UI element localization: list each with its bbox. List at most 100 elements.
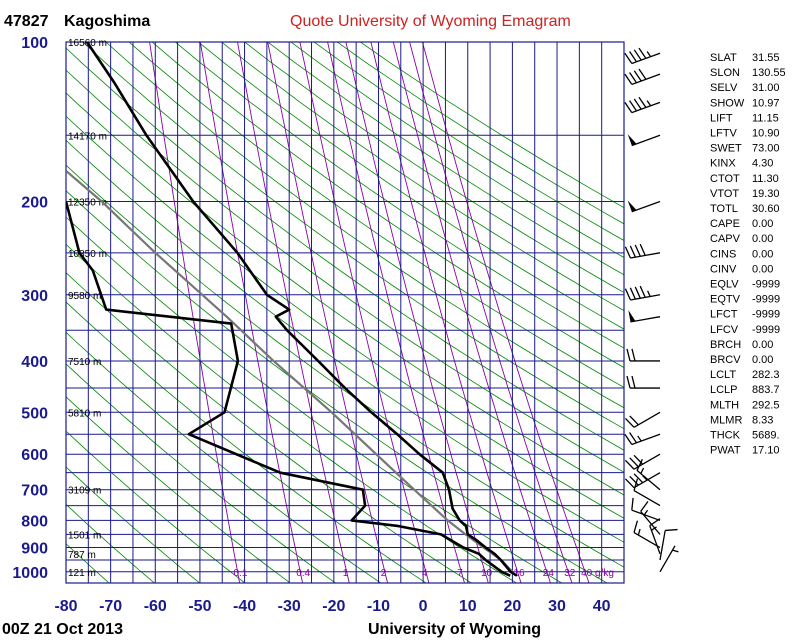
wind-barb	[633, 478, 661, 507]
height-label: 3109 m	[68, 486, 101, 497]
pressure-tick-label: 100	[21, 35, 48, 52]
height-label: 7510 m	[68, 357, 101, 368]
wind-barb-full	[629, 432, 638, 444]
index-value: 30.60	[752, 203, 780, 215]
dry-adiabat-line	[66, 331, 381, 583]
index-name: THCK	[710, 430, 741, 442]
index-value: 31.00	[752, 82, 780, 94]
index-name: LCLP	[710, 384, 738, 396]
wind-barb	[624, 47, 661, 65]
index-value: 8.33	[752, 414, 773, 426]
wind-barb	[624, 411, 661, 428]
wind-barb	[624, 285, 661, 301]
temperature-tick-label: 20	[504, 598, 522, 615]
height-label: 121 m	[68, 568, 96, 579]
index-name: CINV	[710, 263, 737, 275]
index-value: 17.10	[752, 445, 780, 457]
wind-barb-full	[633, 473, 644, 484]
wind-barb-full	[639, 285, 646, 298]
wind-barb	[631, 497, 661, 522]
wind-barb-full	[624, 478, 635, 489]
wind-barb-half	[672, 549, 679, 553]
temperature-tick-label: 10	[459, 598, 477, 615]
wind-barb-full	[631, 348, 636, 362]
index-value: -9999	[752, 309, 780, 321]
wind-barb-staff	[659, 530, 666, 561]
index-name: VTOT	[710, 188, 739, 200]
wind-barb-full	[633, 98, 642, 110]
height-label: 10850 m	[68, 249, 107, 260]
wind-barb	[624, 453, 661, 470]
index-value: 0.00	[752, 233, 773, 245]
mixing-ratio-label: 16	[514, 568, 526, 579]
index-value: 11.30	[752, 173, 779, 185]
wind-barb	[659, 528, 678, 561]
observation-time: 00Z 21 Oct 2013	[2, 621, 123, 638]
index-value: -9999	[752, 279, 780, 291]
mixing-ratio-label: 1	[343, 568, 349, 579]
pressure-tick-label: 1000	[12, 565, 48, 582]
pressure-tick-label: 700	[21, 483, 48, 500]
mixing-ratio-label: 0.4	[296, 568, 310, 579]
wind-barb-full	[624, 73, 633, 85]
index-value: 130.55	[752, 67, 786, 79]
index-value: 10.90	[752, 128, 780, 140]
dry-adiabat-line	[66, 69, 624, 473]
wind-barb-full	[638, 47, 647, 59]
wind-barb-pennant	[628, 310, 636, 322]
height-label: 787 m	[68, 550, 96, 561]
wind-barb-full	[629, 415, 639, 426]
dry-adiabat-line	[66, 466, 200, 583]
wind-barb-full	[638, 96, 647, 108]
index-name: PWAT	[710, 445, 741, 457]
pressure-tick-label: 600	[21, 447, 48, 464]
plot-frame	[65, 41, 625, 584]
pressure-tick-label: 900	[21, 541, 48, 558]
index-name: CAPV	[710, 233, 741, 245]
wind-barb-half	[646, 100, 652, 107]
mixing-ratio-lines	[149, 42, 590, 583]
index-name: BRCH	[710, 339, 741, 351]
height-label: 9580 m	[68, 291, 101, 302]
wind-barb	[624, 68, 661, 86]
station-name: Kagoshima	[64, 13, 150, 30]
chart-footer: 00Z 21 Oct 2013 University of Wyoming	[2, 621, 541, 638]
temperature-tick-label: -40	[233, 598, 256, 615]
index-name: SWET	[710, 143, 742, 155]
mixing-ratio-label: 7	[457, 568, 463, 579]
temperature-tick-label: -80	[54, 598, 77, 615]
mixing-ratio-line	[370, 42, 522, 583]
index-name: LIFT	[710, 112, 733, 124]
parcel-path-line	[66, 169, 514, 573]
temperature-tick-label: 0	[419, 598, 428, 615]
dry-adiabat-line	[105, 42, 624, 409]
index-value: 282.3	[752, 369, 780, 381]
mixing-ratio-label: 10	[481, 568, 493, 579]
sounding-profiles	[66, 42, 518, 577]
mixing-ratio-line	[421, 42, 590, 583]
wind-barb	[624, 432, 661, 446]
wind-barb-pennant	[627, 134, 637, 146]
stability-indices: SLAT 31.55 SLON 130.55 SELV 31.00 SHOW 10.97 LIF…	[710, 52, 786, 457]
wind-barb-staff	[631, 433, 661, 446]
wind-barb-full	[636, 459, 644, 471]
temperature-tick-label: -10	[367, 598, 390, 615]
wind-barb	[624, 472, 661, 489]
mixing-ratio-line	[237, 42, 350, 583]
index-value: 0.00	[752, 218, 773, 230]
wind-barb-half	[637, 435, 642, 442]
wind-barb-full	[631, 375, 636, 389]
index-name: LFCT	[710, 309, 738, 321]
wind-barb	[626, 375, 660, 389]
temperature-tick-label: -60	[144, 598, 167, 615]
wind-barbs	[624, 47, 679, 573]
index-name: SELV	[710, 82, 738, 94]
wind-barb	[627, 200, 661, 213]
index-name: EQLV	[710, 279, 739, 291]
index-value: 73.00	[752, 143, 780, 155]
wind-barb-staff	[631, 509, 661, 522]
wind-barb-full	[633, 520, 639, 533]
wind-barb	[627, 134, 661, 147]
wind-barb-full	[633, 70, 642, 82]
